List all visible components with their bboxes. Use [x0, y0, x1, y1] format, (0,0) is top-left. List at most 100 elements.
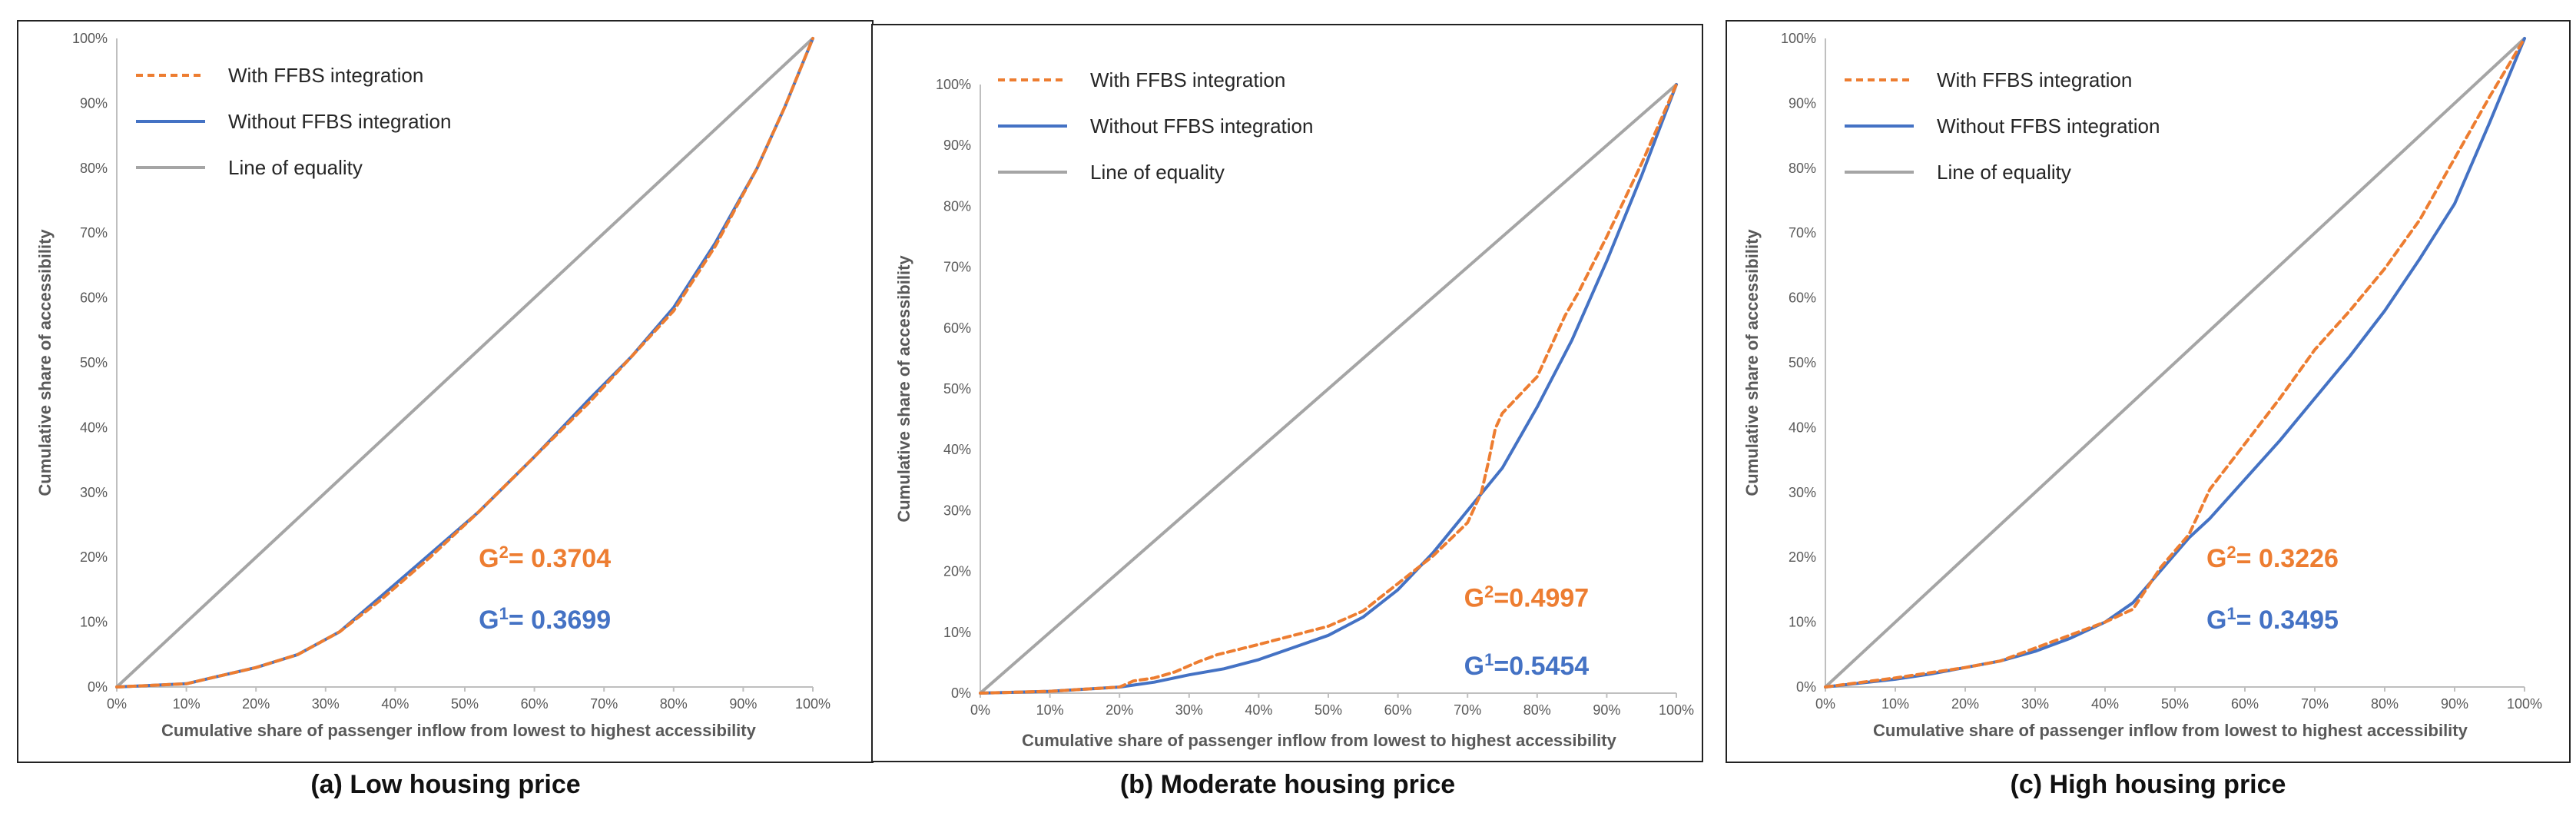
- y-tick-label: 30%: [943, 503, 971, 518]
- x-tick-label: 100%: [1659, 702, 1694, 718]
- series-line-with-ffbs: [1824, 37, 2526, 689]
- line-of-equality: [115, 37, 814, 689]
- chart-panel-a-frame: [17, 20, 874, 763]
- legend-label: Line of equality: [228, 156, 363, 179]
- x-tick-label: 60%: [521, 696, 549, 712]
- legend-label: Without FFBS integration: [228, 110, 451, 133]
- chart-a-caption: (a) Low housing price: [310, 770, 581, 799]
- x-tick-label: 50%: [2161, 696, 2189, 712]
- x-tick-label: 70%: [590, 696, 618, 712]
- legend-label: Without FFBS integration: [1090, 114, 1313, 138]
- chart-panel-c: 0% 10% 20% 30% 40% 50% 60% 70% 80% 90% 100% 0% 10% 20…: [1742, 31, 2542, 740]
- y-tick-label: 10%: [943, 625, 971, 640]
- x-tick-label: 10%: [173, 696, 201, 712]
- y-tick-label: 50%: [943, 381, 971, 397]
- x-tick-label: 60%: [1384, 702, 1412, 718]
- y-axis-title: Cumulative share of accessibility: [35, 229, 55, 496]
- y-tick-label: 30%: [1789, 485, 1816, 500]
- x-tick-label: 40%: [2091, 696, 2119, 712]
- y-tick-label: 100%: [1781, 31, 1816, 46]
- x-axis-title: Cumulative share of passenger inflow fro…: [161, 721, 757, 740]
- x-tick-label: 60%: [2231, 696, 2259, 712]
- x-tick-label: 80%: [660, 696, 688, 712]
- gini-annotation-with-ffbs: G2=0.4997: [1464, 582, 1590, 613]
- y-tick-label: 40%: [1789, 420, 1816, 435]
- y-axis-title: Cumulative share of accessibility: [894, 255, 913, 523]
- y-tick-label: 100%: [72, 31, 108, 46]
- gini-annotation-without-ffbs: G1=0.5454: [1464, 650, 1590, 682]
- y-tick-label: 60%: [1789, 290, 1816, 306]
- x-tick-label: 100%: [795, 696, 830, 712]
- legend-label: Line of equality: [1090, 161, 1225, 184]
- x-axis-title: Cumulative share of passenger inflow fro…: [1022, 731, 1617, 750]
- x-tick-label: 70%: [2301, 696, 2329, 712]
- y-tick-label: 50%: [1789, 355, 1816, 370]
- y-tick-label: 40%: [943, 442, 971, 457]
- chart-panel-c-frame: [1726, 20, 2571, 763]
- x-tick-label: 50%: [1315, 702, 1342, 718]
- y-tick-label: 0%: [951, 685, 971, 701]
- x-tick-label: 0%: [970, 702, 990, 718]
- y-tick-label: 40%: [80, 420, 108, 435]
- gini-annotation-without-ffbs: G1= 0.3495: [2206, 604, 2339, 636]
- y-tick-label: 70%: [943, 260, 971, 275]
- y-axis-title: Cumulative share of accessibility: [1742, 229, 1762, 496]
- gini-annotation-with-ffbs: G2= 0.3704: [479, 542, 611, 573]
- y-tick-label: 90%: [80, 95, 108, 111]
- chart-panel-a: 0% 10% 20% 30% 40% 50% 60% 70% 80% 90% 100% 0% 10% 20…: [35, 31, 830, 740]
- x-tick-label: 80%: [1523, 702, 1551, 718]
- chart-panel-b: 0% 10% 20% 30% 40% 50% 60% 70% 80% 90% 100% 0% 10% 20…: [894, 68, 1694, 750]
- y-tick-label: 70%: [80, 225, 108, 241]
- x-tick-label: 40%: [1245, 702, 1272, 718]
- y-tick-label: 20%: [80, 549, 108, 565]
- gini-annotation-without-ffbs: G1= 0.3699: [479, 604, 611, 636]
- legend-label: With FFBS integration: [228, 64, 423, 87]
- x-tick-label: 70%: [1454, 702, 1481, 718]
- x-tick-label: 10%: [1881, 696, 1909, 712]
- legend-label: Line of equality: [1937, 161, 2071, 184]
- x-tick-label: 90%: [729, 696, 757, 712]
- x-tick-label: 10%: [1036, 702, 1064, 718]
- x-tick-label: 100%: [2507, 696, 2542, 712]
- x-tick-label: 20%: [1106, 702, 1133, 718]
- x-tick-label: 40%: [381, 696, 409, 712]
- gini-annotation-with-ffbs: G2= 0.3226: [2206, 542, 2339, 573]
- y-tick-label: 10%: [80, 615, 108, 630]
- x-tick-label: 90%: [2441, 696, 2468, 712]
- x-tick-label: 0%: [1815, 696, 1835, 712]
- y-tick-label: 70%: [1789, 225, 1816, 241]
- x-tick-label: 50%: [451, 696, 479, 712]
- legend-label: Without FFBS integration: [1937, 114, 2160, 138]
- series-line-with-ffbs: [115, 37, 814, 689]
- chart-b-caption: (b) Moderate housing price: [1119, 770, 1456, 799]
- y-tick-label: 90%: [1789, 95, 1816, 111]
- legend-label: With FFBS integration: [1937, 68, 2132, 91]
- y-tick-label: 60%: [943, 320, 971, 336]
- y-tick-label: 20%: [1789, 549, 1816, 565]
- y-tick-label: 100%: [936, 77, 971, 92]
- series-line-with-ffbs: [979, 83, 1678, 695]
- x-tick-label: 90%: [1593, 702, 1620, 718]
- series-line-without-ffbs: [979, 83, 1678, 695]
- line-of-equality: [1824, 37, 2526, 689]
- chart-c-caption: (c) High housing price: [2010, 770, 2286, 799]
- x-tick-label: 0%: [107, 696, 127, 712]
- y-tick-label: 80%: [1789, 161, 1816, 176]
- y-tick-label: 0%: [1796, 679, 1816, 695]
- y-tick-label: 90%: [943, 138, 971, 153]
- y-tick-label: 60%: [80, 290, 108, 306]
- x-tick-label: 80%: [2371, 696, 2399, 712]
- legend-label: With FFBS integration: [1090, 68, 1285, 91]
- x-tick-label: 30%: [1175, 702, 1203, 718]
- y-tick-label: 10%: [1789, 615, 1816, 630]
- x-tick-label: 30%: [312, 696, 340, 712]
- x-tick-label: 20%: [242, 696, 270, 712]
- y-tick-label: 80%: [80, 161, 108, 176]
- x-tick-label: 30%: [2021, 696, 2049, 712]
- x-tick-label: 20%: [1951, 696, 1979, 712]
- y-tick-label: 20%: [943, 564, 971, 579]
- y-tick-label: 30%: [80, 485, 108, 500]
- y-tick-label: 0%: [88, 679, 108, 695]
- x-axis-title: Cumulative share of passenger inflow fro…: [1873, 721, 2468, 740]
- line-of-equality: [979, 83, 1678, 695]
